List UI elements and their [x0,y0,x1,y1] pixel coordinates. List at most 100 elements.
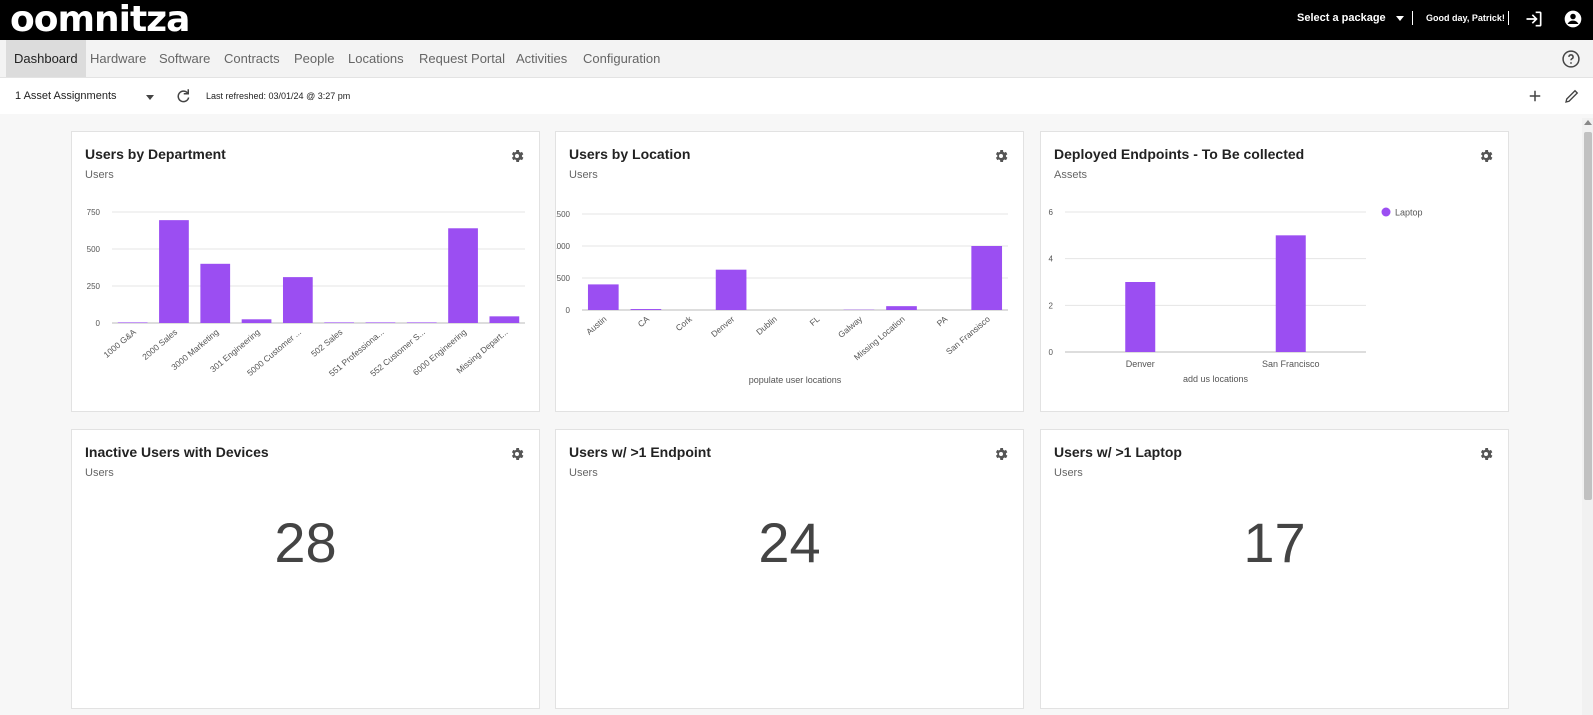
x-tick-label: San Francisco [1262,359,1320,369]
user-greeting: Good day, Patrick! [1426,13,1505,23]
bar [448,228,478,323]
widget-subtitle: Users [85,169,114,181]
y-tick-label: 0 [96,319,101,328]
nav-item-hardware[interactable]: Hardware [90,51,147,66]
y-tick-label: 0 [1049,348,1054,357]
y-tick-label: 2 [1049,301,1054,310]
x-tick-label: PA [935,314,950,329]
metric-value[interactable]: 17 [1243,511,1306,574]
widget-title: Users w/ >1 Endpoint [569,444,711,460]
gear-icon[interactable] [993,446,1009,462]
widget-title: Deployed Endpoints - To Be collected [1054,146,1305,162]
y-tick-label: 500 [87,245,101,254]
divider [1412,11,1413,25]
widget-subtitle: Users [85,467,114,479]
help-icon[interactable] [1561,49,1581,69]
gear-icon[interactable] [1478,148,1494,164]
x-tick-label: San Fransisco [944,314,992,357]
logout-icon[interactable] [1524,9,1544,29]
legend-marker [1381,207,1391,217]
nav-item-software[interactable]: Software [159,51,211,66]
divider [1508,11,1509,25]
gear-icon[interactable] [1478,446,1494,462]
bar [587,284,619,310]
bar [200,263,231,323]
metric-value[interactable]: 28 [274,511,337,574]
endpoints-bar-chart: 0 2 4 6 Denver San Francisco add us locations L… [1049,207,1423,384]
nav-item-request-portal[interactable]: Request Portal [419,51,505,66]
widget-subtitle: Users [569,467,598,479]
bar [715,269,747,310]
widget-subtitle: Users [1054,467,1083,479]
dashboard-select[interactable]: 1 Asset Assignments [15,90,117,102]
widget-users-by-department: Users by Department Users 0 250 500 750 1000… [71,131,540,412]
widget-title: Users by Location [569,146,691,162]
widget-users-by-location: Users by Location Users 0 500 1000 1500 Aust… [555,131,1024,412]
refresh-icon[interactable] [174,87,192,105]
add-widget-icon[interactable] [1526,87,1544,105]
bar [282,277,313,323]
main-nav: Dashboard Hardware Software Contracts Pe… [0,40,1593,78]
nav-item-contracts[interactable]: Contracts [224,51,280,66]
y-tick-label: 0 [566,306,571,315]
bar [365,322,396,323]
widget-deployed-endpoints: Deployed Endpoints - To Be collected Ass… [1040,131,1509,412]
edit-icon[interactable] [1563,87,1581,105]
nav-item-activities[interactable]: Activities [516,51,568,66]
gear-icon[interactable] [509,446,525,462]
nav-item-people[interactable]: People [294,51,335,66]
widget-title: Inactive Users with Devices [85,444,269,460]
bar [406,322,437,323]
metric-value[interactable]: 24 [758,511,821,574]
package-selector[interactable]: Select a package [1297,12,1404,24]
app-logo[interactable]: oomnitza [10,0,190,40]
x-tick-label: 2000 Sales [140,327,179,362]
scroll-up-arrow[interactable] [1584,120,1592,125]
x-tick-label: CA [636,314,652,329]
widget-title: Users by Department [85,146,226,162]
widget-title: Users w/ >1 Laptop [1054,444,1182,460]
bar [630,309,662,310]
widget-multi-endpoint-users: Users w/ >1 Endpoint Users 24 [555,429,1024,709]
widget-subtitle: Users [569,169,598,181]
x-tick-label: 502 Sales [309,327,344,359]
package-selector-label: Select a package [1297,12,1386,24]
y-tick-label: 1500 [556,210,571,219]
y-tick-label: 500 [557,274,571,283]
bar [1125,282,1156,352]
bar [241,319,272,323]
widget-multi-laptop-users: Users w/ >1 Laptop Users 17 [1040,429,1509,709]
bar [489,316,520,323]
x-tick-label: Austin [584,314,609,337]
x-axis-title: populate user locations [749,375,842,385]
bar [159,220,189,323]
bar [117,322,148,323]
widget-subtitle: Assets [1054,169,1088,181]
bar [1275,235,1306,352]
scrollbar-thumb[interactable] [1584,132,1592,500]
widget-inactive-users: Inactive Users with Devices Users 28 [71,429,540,709]
nav-item-configuration[interactable]: Configuration [583,51,661,66]
bar [886,306,917,310]
x-tick-label: FL [808,314,822,328]
last-refreshed-text: Last refreshed: 03/01/24 @ 3:27 pm [206,91,351,101]
account-icon[interactable] [1563,9,1583,29]
chevron-down-icon [1395,15,1404,21]
x-tick-label: Cork [674,313,695,333]
x-tick-label: Denver [709,314,737,339]
chevron-down-icon[interactable] [146,95,154,100]
y-tick-label: 1000 [556,242,571,251]
nav-item-dashboard[interactable]: Dashboard [6,40,86,77]
y-tick-label: 6 [1049,208,1054,217]
x-tick-label: Galway [836,313,865,339]
x-tick-label: 1000 G&A [101,327,138,360]
y-tick-label: 750 [87,208,101,217]
legend-label: Laptop [1395,208,1423,218]
x-tick-label: Dublin [754,314,779,337]
x-axis-title: add us locations [1183,374,1249,384]
gear-icon[interactable] [993,148,1009,164]
gear-icon[interactable] [509,148,525,164]
nav-item-locations[interactable]: Locations [348,51,404,66]
bar [324,322,355,323]
